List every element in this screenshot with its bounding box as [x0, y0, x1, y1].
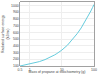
- svg-text:0.5: 0.5: [18, 68, 23, 72]
- svg-text:400: 400: [13, 44, 19, 48]
- svg-text:Radiated surface energy(kJ/m²): Radiated surface energy(kJ/m²): [1, 15, 10, 53]
- svg-text:1000: 1000: [11, 4, 19, 8]
- svg-text:200: 200: [13, 57, 19, 61]
- svg-text:900: 900: [13, 10, 19, 14]
- svg-text:1: 1: [29, 68, 31, 72]
- svg-text:800: 800: [13, 17, 19, 21]
- svg-text:500: 500: [13, 37, 19, 41]
- svg-text:100: 100: [13, 64, 19, 68]
- svg-text:100: 100: [91, 68, 97, 72]
- svg-text:600: 600: [13, 31, 19, 35]
- svg-text:700: 700: [13, 24, 19, 28]
- svg-text:300: 300: [13, 51, 19, 55]
- svg-text:10: 10: [60, 68, 64, 72]
- svg-text:Mass of propane at stoichiomet: Mass of propane at stoichiometry (g): [29, 70, 86, 74]
